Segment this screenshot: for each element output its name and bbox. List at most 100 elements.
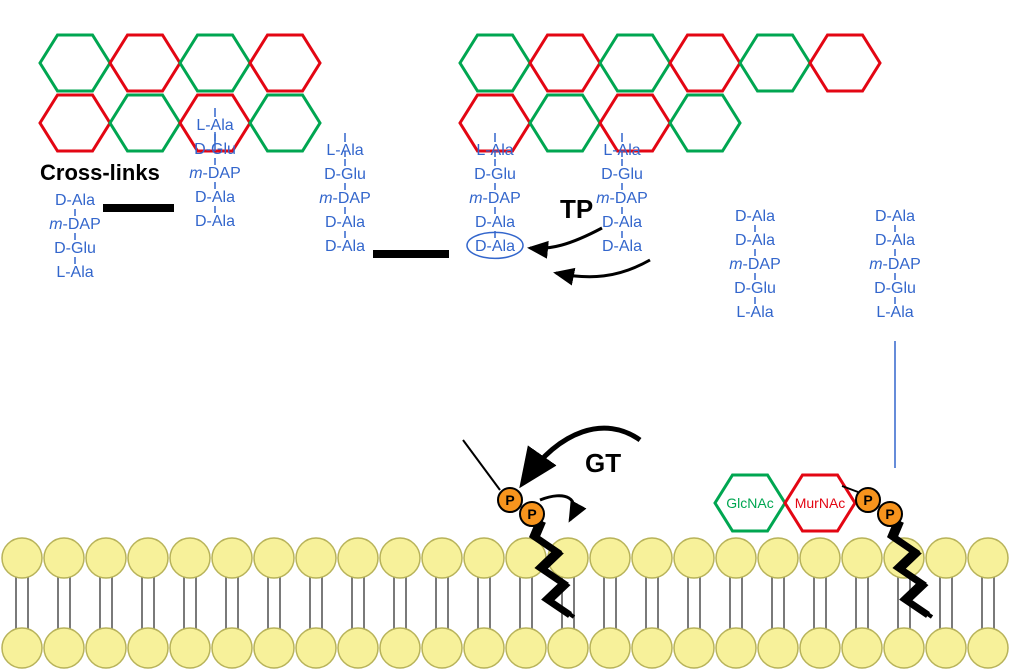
residue-label: m-DAP	[729, 256, 781, 273]
crosslinks-title: Cross-links	[40, 160, 160, 185]
murnac-hexagon-icon	[530, 35, 600, 91]
glcnac-label: GlcNAc	[726, 495, 773, 511]
lipid-head-icon	[716, 628, 756, 668]
residue-label: L-Ala	[876, 304, 913, 321]
murnac-hexagon-icon	[810, 35, 880, 91]
glcnac-hexagon-icon	[110, 95, 180, 151]
lipid-head-icon	[590, 628, 630, 668]
residue-label: D-Ala	[195, 213, 235, 230]
lipid-head-icon	[548, 628, 588, 668]
residue-label: D-Ala	[55, 192, 95, 209]
lipid-head-icon	[128, 538, 168, 578]
lipid-head-icon	[842, 628, 882, 668]
glcnac-hexagon-icon	[740, 35, 810, 91]
glcnac-hexagon-icon	[530, 95, 600, 151]
murnac-hexagon-icon	[670, 35, 740, 91]
phosphate-label: P	[505, 492, 514, 508]
residue-label: m-DAP	[469, 190, 521, 207]
reaction-arrow-icon	[525, 428, 640, 480]
lipid-head-icon	[506, 628, 546, 668]
residue-label: D-Glu	[601, 166, 643, 183]
lipid-head-icon	[758, 628, 798, 668]
lipid-head-icon	[86, 628, 126, 668]
lipid-head-icon	[254, 538, 294, 578]
residue-label: L-Ala	[196, 117, 233, 134]
lipid-head-icon	[884, 628, 924, 668]
lipid-head-icon	[296, 628, 336, 668]
murnac-hexagon-icon	[250, 35, 320, 91]
lipid-head-icon	[212, 538, 252, 578]
residue-label: D-Ala	[735, 232, 775, 249]
residue-label: D-Glu	[474, 166, 516, 183]
gt-label: GT	[585, 448, 621, 478]
lipid-head-icon	[44, 628, 84, 668]
residue-label: D-Ala	[325, 214, 365, 231]
residue-label: L-Ala	[56, 264, 93, 281]
glcnac-hexagon-icon	[600, 35, 670, 91]
residue-label: D-Ala	[602, 214, 642, 231]
phosphate-label: P	[863, 492, 872, 508]
crosslinks	[103, 208, 449, 254]
lipid-head-icon	[380, 628, 420, 668]
glcnac-hexagon-icon	[180, 35, 250, 91]
residue-label: D-Glu	[54, 240, 96, 257]
lipid-head-icon	[422, 628, 462, 668]
residue-label: D-Ala	[875, 232, 915, 249]
residue-label: m-DAP	[189, 165, 241, 182]
lipid-head-icon	[44, 538, 84, 578]
residue-label: D-Ala	[475, 214, 515, 231]
lipid-head-icon	[338, 628, 378, 668]
residue-label: m-DAP	[869, 256, 921, 273]
lipid-head-icon	[674, 538, 714, 578]
residue-label: D-Glu	[874, 280, 916, 297]
lipid-head-icon	[926, 538, 966, 578]
lipid-head-icon	[86, 538, 126, 578]
residue-label: m-DAP	[596, 190, 648, 207]
reaction-arrow-icon	[540, 496, 574, 520]
reaction-arrow-icon	[530, 228, 602, 248]
lipid-head-icon	[380, 538, 420, 578]
lipid-head-icon	[2, 538, 42, 578]
lipid-head-icon	[800, 628, 840, 668]
lipid-head-icon	[590, 538, 630, 578]
phosphate-label: P	[527, 506, 536, 522]
glcnac-hexagon-icon	[250, 95, 320, 151]
lipid-head-icon	[800, 538, 840, 578]
peptidoglycan-diagram: GlcNAcMurNAc L-AlaD-Glum-DAPD-AlaD-AlaL-…	[0, 0, 1024, 669]
peptide-stems: L-Ala D-Glu m-DAP D-Ala D-Ala L-Ala D-Glu m-DAP…	[49, 108, 921, 468]
residue-label: D-Ala	[735, 208, 775, 225]
lipid-head-icon	[170, 538, 210, 578]
lipid-head-icon	[254, 628, 294, 668]
glcnac-hexagon-icon	[670, 95, 740, 151]
residue-label: D-Ala	[475, 238, 515, 255]
lipid-head-icon	[674, 628, 714, 668]
residue-label: m-DAP	[49, 216, 101, 233]
lipid-head-icon	[338, 538, 378, 578]
lipid-head-icon	[170, 628, 210, 668]
residue-label: L-Ala	[736, 304, 773, 321]
lipid-head-icon	[758, 538, 798, 578]
lipid-head-icon	[212, 628, 252, 668]
residue-label: D-Glu	[324, 166, 366, 183]
residue-label: m-DAP	[319, 190, 371, 207]
lipid-head-icon	[632, 538, 672, 578]
murnac-hexagon-icon	[40, 95, 110, 151]
lipid-head-icon	[296, 538, 336, 578]
glcnac-hexagon-icon	[40, 35, 110, 91]
lipid-head-icon	[464, 538, 504, 578]
phosphates: PPPP	[463, 440, 902, 526]
murnac-label: MurNAc	[795, 495, 846, 511]
tp-label: TP	[560, 194, 593, 224]
residue-label: D-Glu	[734, 280, 776, 297]
residue-label: D-Ala	[602, 238, 642, 255]
residue-label: D-Ala	[325, 238, 365, 255]
lipid-head-icon	[464, 628, 504, 668]
lipid-head-icon	[422, 538, 462, 578]
reaction-arrow-icon	[556, 260, 650, 277]
residue-label: D-Ala	[195, 189, 235, 206]
lipid-head-icon	[968, 628, 1008, 668]
lipid-head-icon	[842, 538, 882, 578]
lipid-head-icon	[128, 628, 168, 668]
glcnac-hexagon-icon	[460, 35, 530, 91]
membrane	[2, 538, 1008, 668]
